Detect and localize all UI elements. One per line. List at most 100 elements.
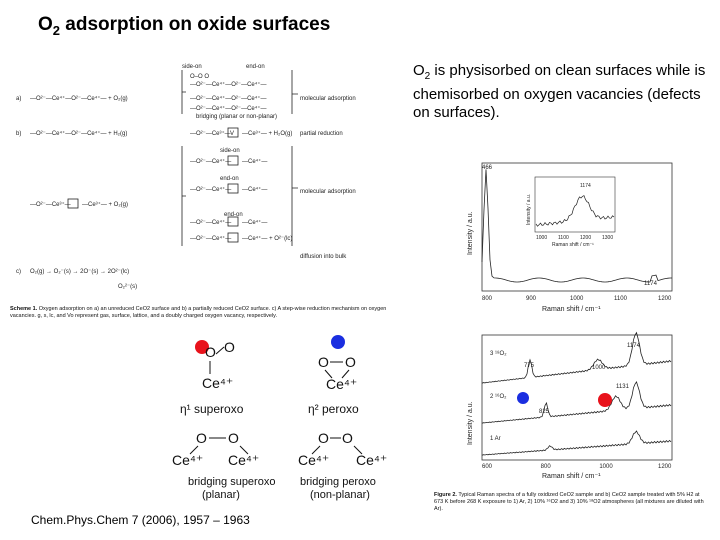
svg-text:—O²⁻—Ce⁴⁺—: —O²⁻—Ce⁴⁺— bbox=[190, 219, 231, 226]
bottom-x-tick-1000: 1000 bbox=[599, 464, 613, 470]
bottom-chart-xlabel: Raman shift / cm⁻¹ bbox=[542, 473, 601, 480]
scheme-row-c: c) bbox=[16, 269, 21, 275]
top-chart-series-line bbox=[481, 169, 672, 283]
side-on-label-b: side-on bbox=[220, 148, 240, 154]
bridging-superoxo-planar: (planar) bbox=[202, 489, 240, 501]
svg-text:O₂(g) → O₂⁻(s) → 2O⁻(s) →: O₂(g) → O₂⁻(s) → 2O⁻(s) → 2O²⁻(lc) bbox=[30, 269, 129, 275]
svg-text:O–O O: O–O O bbox=[190, 74, 209, 80]
inset-x-tick-1100: 1100 bbox=[558, 235, 569, 241]
slide-title: O2 adsorption on oxide surfaces bbox=[38, 14, 331, 38]
bottom-chart-frame bbox=[481, 334, 673, 461]
top-x-tick-1000: 1000 bbox=[570, 296, 584, 302]
svg-text:—O²⁻—Ce⁴⁺—: —O²⁻—Ce⁴⁺— bbox=[190, 186, 231, 193]
bottom-chart-ylabel: Intensity / a.u. bbox=[467, 401, 474, 445]
top-annotation-466: 466 bbox=[482, 165, 493, 171]
end-on-label: end-on bbox=[246, 64, 265, 70]
inset-frame bbox=[534, 176, 616, 233]
top-chart-ylabel: Intensity / a.u. bbox=[467, 211, 474, 255]
side-on-label: side-on bbox=[182, 64, 202, 70]
svg-text:—O²⁻—Ce⁴⁺—O²⁻—Ce⁴⁺— + H₂(g): —O²⁻—Ce⁴⁺—O²⁻—Ce⁴⁺— + H₂(g) bbox=[30, 130, 127, 137]
description-text: O2 is physisorbed on clean surfaces whil… bbox=[413, 62, 706, 121]
bottom-x-tick-800: 800 bbox=[541, 464, 552, 470]
svg-text:—O²⁻—Ce⁴⁺—O²⁻—Ce⁴⁺—: —O²⁻—Ce⁴⁺—O²⁻—Ce⁴⁺— bbox=[190, 95, 267, 102]
top-x-tick-800: 800 bbox=[482, 296, 493, 302]
bridging-superoxo-ce1: Ce⁴⁺ bbox=[172, 452, 203, 468]
molecular-adsorption-label-a: molecular adsorption bbox=[300, 96, 356, 102]
top-annotation-1174: 1174 bbox=[644, 281, 658, 287]
superoxo-o1: O bbox=[205, 344, 216, 360]
scheme-caption: Scheme 1. Oxygen adsorption on a) an unr… bbox=[10, 306, 387, 319]
bridging-superoxo-label: bridging superoxo bbox=[188, 476, 275, 488]
series-1-line bbox=[481, 430, 672, 456]
annotation-1000: 1000 bbox=[592, 365, 606, 371]
series-2-line bbox=[481, 380, 672, 424]
bridging-peroxo-nonplanar: (non-planar) bbox=[310, 489, 370, 501]
bridging-peroxo-label: bridging peroxo bbox=[300, 476, 376, 488]
svg-text:—O²⁻—Ce⁴⁺—O²⁻—Ce⁴⁺—: —O²⁻—Ce⁴⁺—O²⁻—Ce⁴⁺— bbox=[190, 105, 267, 112]
blue-marker-spectrum bbox=[517, 392, 529, 404]
svg-text:V: V bbox=[230, 131, 234, 137]
series-3-line bbox=[481, 331, 672, 384]
superoxo-ce: Ce⁴⁺ bbox=[202, 375, 233, 391]
superoxo-label: η¹ superoxo bbox=[180, 402, 244, 416]
top-x-tick-900: 900 bbox=[526, 296, 537, 302]
peroxo-ce: Ce⁴⁺ bbox=[326, 376, 357, 392]
scheme-row-b: b) bbox=[16, 131, 21, 137]
adsorption-scheme: a) —O²⁻—Ce⁴⁺—O²⁻—Ce⁴⁺— + O₂(g) side-on e… bbox=[16, 64, 356, 290]
bridging-superoxo-o2: O bbox=[228, 430, 239, 446]
bridging-superoxo-ce2: Ce⁴⁺ bbox=[228, 452, 259, 468]
svg-text:—Ce³⁺— + H₂O(g): —Ce³⁺— + H₂O(g) bbox=[242, 130, 292, 137]
bridging-label: bridging (planar or non-planar) bbox=[196, 114, 277, 120]
svg-text:—O²⁻—Ce³⁺—: —O²⁻—Ce³⁺— bbox=[30, 201, 71, 208]
top-x-tick-1100: 1100 bbox=[614, 296, 628, 302]
bridging-peroxo-ce2: Ce⁴⁺ bbox=[356, 452, 387, 468]
inset-annotation-1174: 1174 bbox=[580, 183, 591, 189]
svg-text:—Ce⁴⁺— + O²⁻(lc): —Ce⁴⁺— + O²⁻(lc) bbox=[242, 235, 292, 242]
red-marker bbox=[195, 340, 209, 354]
bridging-peroxo-o2: O bbox=[342, 430, 353, 446]
series-1-label: 1 Ar bbox=[490, 436, 501, 442]
svg-text:—Ce³⁺— + O₂(g): —Ce³⁺— + O₂(g) bbox=[82, 201, 128, 208]
figure-caption: Figure 2. Typical Raman spectra of a ful… bbox=[434, 492, 704, 512]
bottom-x-tick-1200: 1200 bbox=[658, 464, 672, 470]
molecular-adsorption-label-b: molecular adsorption bbox=[300, 189, 356, 195]
annotation-1131: 1131 bbox=[616, 384, 630, 390]
svg-text:O₂²⁻(s): O₂²⁻(s) bbox=[118, 284, 137, 290]
partial-reduction-label: partial reduction bbox=[300, 131, 343, 137]
bottom-x-tick-600: 600 bbox=[482, 464, 493, 470]
series-2-label: 2 ¹⁶O₂ bbox=[490, 393, 507, 400]
diffusion-label: diffusion into bulk bbox=[300, 254, 347, 260]
scheme-row-a: a) bbox=[16, 96, 21, 102]
citation: Chem.Phys.Chem 7 (2006), 1957 – 1963 bbox=[31, 513, 250, 527]
peroxo-label: η² peroxo bbox=[308, 402, 359, 416]
inset-x-tick-1000: 1000 bbox=[536, 235, 547, 241]
blue-marker bbox=[331, 335, 345, 349]
top-x-tick-1200: 1200 bbox=[658, 296, 672, 302]
superoxo-o2: O bbox=[224, 339, 235, 355]
svg-text:—O²⁻—Ce³⁺—: —O²⁻—Ce³⁺— bbox=[190, 130, 231, 137]
inset-ylabel: Intensity / a.u. bbox=[526, 194, 532, 225]
inset-xlabel: Raman shift / cm⁻¹ bbox=[552, 242, 594, 248]
bridging-peroxo-o1: O bbox=[318, 430, 329, 446]
svg-text:—Ce⁴⁺—: —Ce⁴⁺— bbox=[242, 158, 267, 165]
peroxo-o2: O bbox=[345, 354, 356, 370]
inset-x-tick-1200: 1200 bbox=[580, 235, 591, 241]
annotation-825: 825 bbox=[539, 409, 550, 415]
svg-text:—Ce⁴⁺—: —Ce⁴⁺— bbox=[242, 219, 267, 226]
top-chart-frame bbox=[481, 162, 673, 292]
end-on-label-b: end-on bbox=[220, 176, 239, 182]
red-marker-spectrum bbox=[598, 393, 612, 407]
peroxo-o1: O bbox=[318, 354, 329, 370]
annotation-1174: 1174 bbox=[627, 343, 641, 349]
svg-text:—O²⁻—Ce⁴⁺—: —O²⁻—Ce⁴⁺— bbox=[190, 158, 231, 165]
svg-text:—O²⁻—Ce⁴⁺—O²⁻—Ce⁴⁺— + O₂(g): —O²⁻—Ce⁴⁺—O²⁻—Ce⁴⁺— + O₂(g) bbox=[30, 95, 128, 102]
svg-text:—O²⁻—Ce⁴⁺—O²⁻—Ce⁴⁺—: —O²⁻—Ce⁴⁺—O²⁻—Ce⁴⁺— bbox=[190, 81, 267, 88]
series-3-label: 3 ¹⁸O₂ bbox=[490, 350, 507, 357]
bridging-peroxo-ce1: Ce⁴⁺ bbox=[298, 452, 329, 468]
inset-x-tick-1300: 1300 bbox=[602, 235, 613, 241]
top-chart-xlabel: Raman shift / cm⁻¹ bbox=[542, 306, 601, 313]
inset-series-line bbox=[535, 195, 615, 227]
end-on-label-c: end-on bbox=[224, 212, 243, 218]
raman-spectra-figure: Intensity / a.u. Raman shift / cm⁻¹ 800 9… bbox=[467, 162, 673, 480]
bridging-superoxo-o1: O bbox=[196, 430, 207, 446]
